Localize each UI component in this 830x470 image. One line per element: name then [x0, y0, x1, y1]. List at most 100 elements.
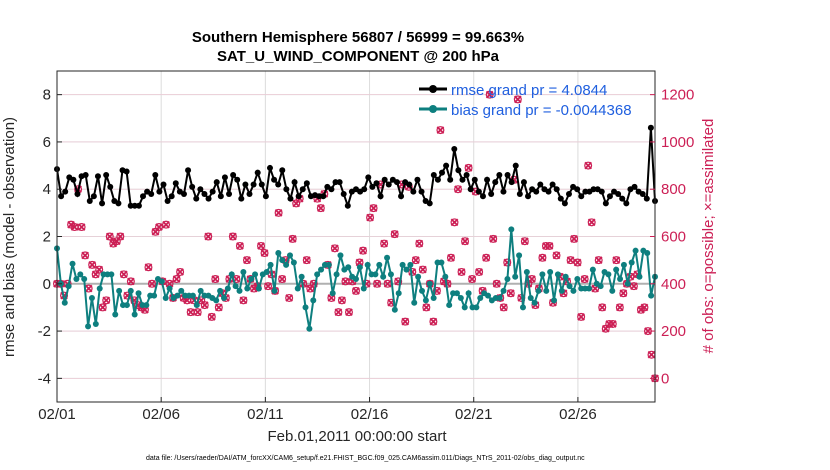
rmse-point [168, 193, 175, 200]
bias-point [294, 285, 301, 292]
obs-possible-point [119, 270, 128, 279]
obs-assimilated-point [214, 303, 223, 312]
obs-assimilated-point [401, 317, 410, 326]
rmse-point [271, 176, 278, 183]
y-axis-label: rmse and bias (model - observation) [1, 117, 18, 357]
obs-assimilated-point [81, 251, 89, 260]
rmse-point [152, 172, 159, 179]
rmse-point [226, 190, 233, 197]
bias-point [81, 276, 88, 283]
obs-assimilated-point [98, 303, 107, 312]
rmse-point [197, 186, 204, 193]
obs-possible-point [503, 258, 512, 267]
rmse-point [262, 193, 269, 200]
obs-possible-point [489, 234, 498, 243]
rmse-point [406, 181, 413, 188]
rmse-point [230, 172, 237, 179]
obs-possible-point [640, 303, 649, 312]
bias-point [345, 264, 352, 271]
obs-possible-point [207, 312, 216, 321]
rmse-point [574, 186, 581, 193]
bias-point [174, 292, 181, 299]
bias-point [613, 266, 620, 273]
rmse-point [361, 186, 368, 193]
obs-assimilated-point [165, 279, 174, 288]
obs-assimilated-point [383, 279, 392, 288]
obs-assimilated-point [373, 279, 381, 288]
obs-assimilated-point [647, 350, 656, 359]
bias-point [574, 276, 581, 283]
obs-assimilated-point [545, 242, 554, 250]
bias-point [356, 264, 363, 271]
obs-possible-point [587, 218, 596, 227]
chart-subtitle: SAT_U_WIND_COMPONENT @ 200 hPa [217, 48, 500, 65]
obs-assimilated-point [566, 256, 575, 264]
obs-possible-point [239, 296, 248, 305]
bias-point [453, 290, 460, 297]
obs-assimilated-point [257, 242, 265, 250]
rmse-point [213, 179, 220, 186]
obs-assimilated-point [148, 279, 156, 288]
bias-point [387, 271, 394, 278]
obs-assimilated-point [127, 277, 135, 286]
obs-assimilated-point [204, 232, 213, 241]
obs-assimilated-point [264, 282, 272, 290]
rmse-point [283, 186, 290, 193]
obs-assimilated-point [155, 223, 163, 231]
y-axis-right: 0 200 400 600 800 1000 1200 [650, 87, 694, 387]
obs-possible-point [214, 303, 223, 312]
obs-assimilated-point [454, 185, 462, 194]
rmse-point [123, 168, 130, 175]
obs-assimilated-point [436, 126, 445, 134]
rmse-point [291, 179, 298, 186]
obs-possible-point [552, 251, 561, 260]
bias-point [314, 271, 321, 278]
rmse-point [545, 188, 552, 195]
bias-point [527, 294, 534, 301]
bias-point [279, 257, 286, 264]
obs-possible-point [193, 308, 202, 317]
rmse-point [606, 193, 613, 200]
obs-assimilated-point [615, 303, 624, 312]
bias-point [248, 276, 255, 283]
rmse-point [467, 186, 474, 193]
bias-point [535, 287, 542, 294]
y-tick-label: -2 [38, 323, 51, 340]
obs-possible-point [77, 223, 86, 232]
rmse-point [639, 190, 646, 197]
rmse-point [180, 190, 187, 197]
bias-point [415, 273, 422, 280]
obs-possible-point [446, 253, 455, 262]
obs-assimilated-point [390, 230, 399, 238]
obs-possible-point [506, 289, 515, 298]
obs-possible-point [615, 303, 624, 312]
obs-assimilated-point [612, 256, 621, 264]
bias-point [519, 304, 526, 311]
rmse-point [193, 195, 200, 202]
bias-point [391, 306, 398, 313]
bias-point [551, 297, 558, 304]
bias-point [143, 302, 150, 309]
bias-point [442, 273, 449, 280]
rmse-point [246, 190, 253, 197]
obs-assimilated-point [355, 258, 364, 267]
bias-point [85, 323, 92, 330]
obs-assimilated-point [70, 223, 79, 231]
obs-possible-point [499, 303, 508, 312]
rmse-point [275, 181, 282, 188]
obs-possible-point [538, 253, 547, 262]
x-tick-label: 02/11 [247, 406, 283, 423]
rmse-point [160, 181, 167, 188]
rmse-point [250, 181, 257, 188]
rmse-point [488, 190, 495, 197]
footnote: data file: /Users/raeder/DAI/ATM_forcXX/… [146, 455, 585, 462]
rmse-point [451, 146, 458, 153]
bias-point [298, 273, 305, 280]
obs-assimilated-point [447, 253, 455, 262]
obs-possible-point [619, 289, 628, 298]
bias-point [523, 268, 530, 275]
bias-point [636, 273, 643, 280]
obs-assimilated-point [369, 204, 378, 212]
obs-possible-point [369, 204, 378, 213]
bias-point [240, 268, 247, 275]
